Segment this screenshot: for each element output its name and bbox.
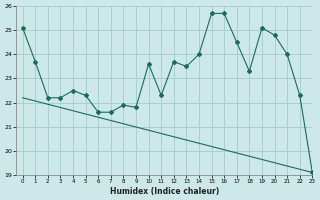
X-axis label: Humidex (Indice chaleur): Humidex (Indice chaleur)	[110, 187, 219, 196]
